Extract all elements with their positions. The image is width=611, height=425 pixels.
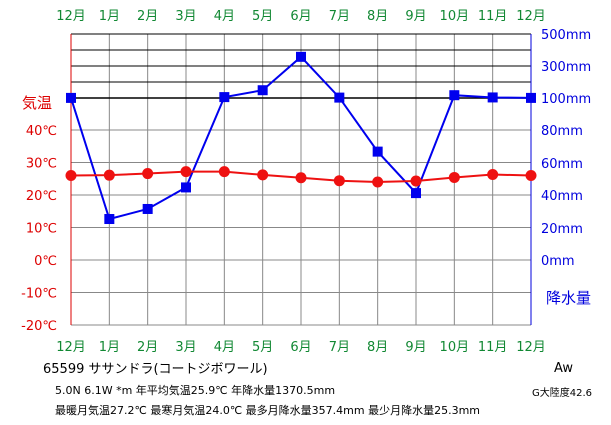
temperature-marker	[448, 171, 460, 183]
month-label-bottom: 12月	[56, 340, 86, 355]
month-label-top: 3月	[175, 9, 196, 24]
month-labels-top: 12月 1月 2月 3月 4月 5月 6月 7月 8月 9月 10月 11月 12月	[56, 9, 546, 24]
climate-class: Aw	[554, 361, 573, 376]
month-label-top: 5月	[252, 9, 273, 24]
temperature-marker	[180, 166, 192, 178]
precipitation-marker	[66, 92, 76, 103]
temperature-marker	[372, 176, 384, 188]
month-label-bottom: 3月	[175, 340, 196, 355]
month-label-top: 9月	[405, 9, 426, 24]
precipitation-tick-label: 80mm	[541, 124, 583, 139]
month-label-top: 11月	[478, 9, 508, 24]
continentality: G大陸度42.6	[532, 388, 593, 399]
temperature-marker	[65, 170, 77, 181]
month-label-bottom: 11月	[478, 340, 508, 355]
precipitation-series	[66, 51, 536, 225]
precipitation-marker	[296, 51, 306, 62]
precipitation-marker	[257, 85, 268, 96]
precipitation-marker	[372, 146, 383, 157]
month-label-bottom: 7月	[329, 340, 350, 355]
precipitation-tick-label: 500mm	[541, 28, 591, 43]
month-label-bottom: 10月	[440, 340, 470, 355]
precipitation-tick-labels: 500mm 300mm 100mm 80mm 60mm 40mm 20mm 0mm	[541, 28, 591, 269]
month-label-top: 6月	[290, 9, 311, 24]
month-label-bottom: 4月	[214, 340, 235, 355]
precipitation-tick-label: 20mm	[541, 222, 583, 237]
precipitation-marker	[219, 92, 230, 103]
temperature-marker	[295, 172, 307, 184]
month-label-top: 12月	[56, 9, 86, 24]
month-label-bottom: 1月	[99, 340, 120, 355]
month-label-bottom: 9月	[405, 340, 426, 355]
temperature-marker	[218, 166, 230, 178]
precipitation-marker	[449, 90, 460, 101]
month-label-top: 8月	[367, 9, 388, 24]
month-label-top: 10月	[440, 9, 470, 24]
temperature-marker	[103, 169, 115, 181]
precipitation-tick-label: 0mm	[541, 254, 575, 269]
station-extremes: 最暖月気温27.2℃ 最寒月気温24.0℃ 最多月降水量357.4mm 最少月降…	[55, 404, 481, 417]
temperature-series	[65, 166, 537, 188]
precipitation-tick-label: 40mm	[541, 189, 583, 204]
month-label-top: 7月	[329, 9, 350, 24]
precipitation-marker	[526, 92, 536, 103]
temperature-tick-label: 10℃	[26, 222, 57, 237]
precipitation-tick-label: 60mm	[541, 157, 583, 172]
climograph: 12月 1月 2月 3月 4月 5月 6月 7月 8月 9月 10月 11月 12月 12月 1月 2月 3月…	[21, 9, 591, 355]
precipitation-tick-label: 100mm	[541, 92, 591, 107]
month-label-bottom: 12月	[516, 340, 546, 355]
month-label-bottom: 6月	[290, 340, 311, 355]
temperature-tick-labels: 40℃ 30℃ 20℃ 10℃ 0℃ -10℃ -20℃	[21, 124, 57, 334]
temperature-marker	[525, 170, 537, 181]
station-summary: 5.0N 6.1W *m 年平均気温25.9℃ 年降水量1370.5mm	[55, 384, 336, 397]
station-title: 65599 ササンドラ(コートジボワール)	[43, 362, 268, 377]
temperature-marker	[410, 175, 422, 187]
temperature-marker	[257, 169, 269, 181]
month-label-bottom: 8月	[367, 340, 388, 355]
temperature-tick-label: 20℃	[26, 189, 57, 204]
temperature-axis-title: 気温	[22, 94, 52, 112]
month-label-bottom: 2月	[137, 340, 158, 355]
precipitation-marker	[142, 203, 153, 214]
temperature-marker	[487, 169, 499, 181]
precipitation-axis-title: 降水量	[546, 289, 591, 307]
month-label-top: 12月	[516, 9, 546, 24]
temperature-marker	[142, 168, 154, 180]
month-label-bottom: 5月	[252, 340, 273, 355]
precipitation-marker	[181, 182, 191, 193]
temperature-tick-label: -20℃	[21, 319, 57, 334]
precipitation-marker	[104, 214, 115, 225]
precipitation-marker	[487, 92, 498, 103]
temperature-tick-label: 30℃	[26, 157, 57, 172]
precipitation-marker	[334, 92, 345, 103]
temperature-marker	[333, 175, 345, 187]
month-label-top: 2月	[137, 9, 158, 24]
precipitation-marker	[411, 188, 421, 199]
month-label-top: 1月	[99, 9, 120, 24]
month-labels-bottom: 12月 1月 2月 3月 4月 5月 6月 7月 8月 9月 10月 11月 12月	[56, 340, 546, 355]
temperature-tick-label: 0℃	[34, 254, 57, 269]
temperature-tick-label: 40℃	[26, 124, 57, 139]
month-label-top: 4月	[214, 9, 235, 24]
precipitation-tick-label: 300mm	[541, 60, 591, 75]
temperature-tick-label: -10℃	[21, 287, 57, 302]
